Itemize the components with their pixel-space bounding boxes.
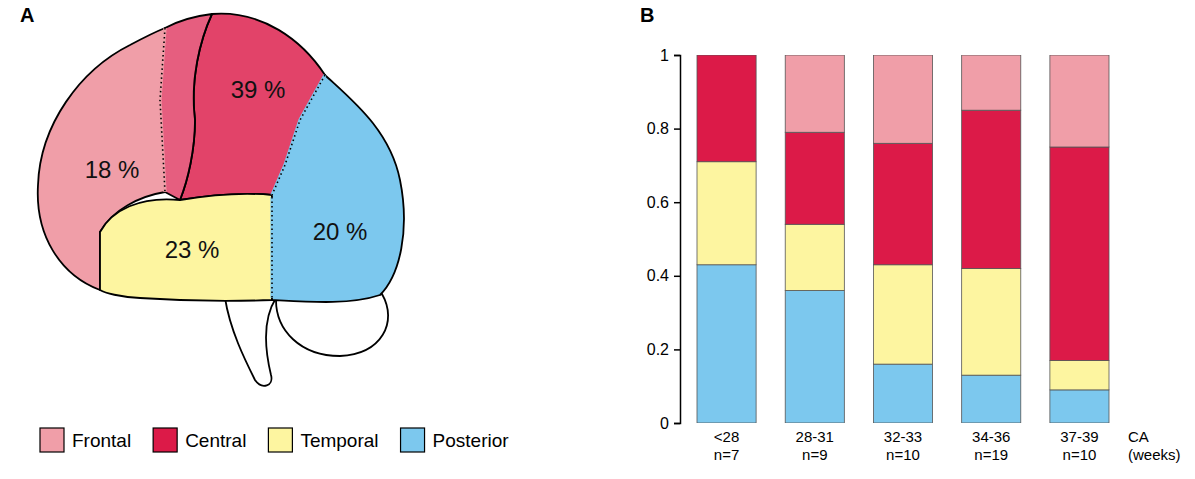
bars: [697, 55, 1109, 423]
bar-segment: [1050, 360, 1109, 389]
y-tick-label: 0.8: [647, 120, 669, 137]
legend: Frontal Central Temporal Posterior: [40, 428, 509, 452]
series-2: [697, 55, 1109, 360]
legend-label: Posterior: [433, 430, 510, 451]
x-tick: 32-33n=10: [884, 428, 922, 463]
legend-item: Temporal: [268, 428, 378, 452]
region-posterior: [272, 75, 404, 302]
x-tick-label: 34-36n=19: [972, 428, 1010, 463]
bar-segment: [962, 375, 1021, 423]
region-temporal: [100, 194, 272, 301]
y-tick-label: 0: [660, 415, 669, 432]
bar-segment: [785, 291, 844, 423]
boundary-dotted: [160, 28, 165, 192]
bar-segment: [697, 162, 756, 265]
y-tick-mark: [674, 55, 680, 57]
boundary-dotted: [271, 197, 273, 298]
bar-segment: [697, 55, 756, 56]
bar-segment: [873, 143, 932, 264]
bar-segment: [962, 110, 1021, 268]
bar-segment: [1050, 147, 1109, 360]
boundary-cover: [160, 28, 165, 192]
series-0: [697, 265, 1109, 423]
bar-segment: [1050, 390, 1109, 423]
panel-letter: B: [640, 4, 654, 26]
x-axis-title-line: CA: [1128, 428, 1149, 445]
x-tick-label: 28-31n=9: [796, 428, 834, 463]
bar-segment: [697, 265, 756, 423]
y-tick: 0.2: [647, 341, 680, 358]
series-3: [785, 55, 1109, 147]
y-tick-mark: [674, 349, 680, 351]
bar-segment: [785, 224, 844, 290]
boundary-cover: [270, 197, 273, 298]
legend-label: Temporal: [300, 430, 378, 451]
y-tick: 1: [660, 47, 680, 64]
x-axis: <28n=728-31n=932-33n=1034-36n=1937-39n=1…: [714, 428, 1099, 463]
x-sample-size: n=7: [714, 446, 739, 463]
x-sample-size: n=10: [1063, 446, 1097, 463]
y-tick-label: 0.6: [647, 194, 669, 211]
x-category: 34-36: [972, 428, 1010, 445]
region-label: 18 %: [85, 156, 140, 183]
y-tick: 0.4: [647, 267, 680, 284]
region-label: 39 %: [231, 76, 286, 103]
y-axis: 0 0.2 0.4 0.6 0.8 1: [647, 47, 681, 432]
bar-segment: [873, 55, 932, 143]
legend-swatch: [268, 428, 292, 452]
y-tick: 0.6: [647, 194, 680, 211]
bar-segment: [785, 55, 844, 132]
x-tick-label: 32-33n=10: [884, 428, 922, 463]
y-tick-mark: [674, 202, 680, 204]
y-tick: 0: [660, 415, 680, 432]
bar-segment: [962, 55, 1021, 110]
x-tick-label: <28n=7: [714, 428, 739, 463]
x-tick-label: 37-39n=10: [1060, 428, 1098, 463]
x-tick: 34-36n=19: [972, 428, 1010, 463]
bar-segment: [1050, 55, 1109, 147]
bar-segment: [873, 265, 932, 364]
x-category: 32-33: [884, 428, 922, 445]
x-category: 28-31: [796, 428, 834, 445]
x-tick: 37-39n=10: [1060, 428, 1098, 463]
x-category: <28: [714, 428, 739, 445]
x-axis-title: CA(weeks): [1128, 428, 1181, 463]
y-tick-label: 1: [660, 47, 669, 64]
y-tick: 0.8: [647, 120, 680, 137]
x-category: 37-39: [1060, 428, 1098, 445]
brainstem: [225, 298, 276, 386]
region-central-strip: [160, 14, 212, 200]
x-tick: 28-31n=9: [796, 428, 834, 463]
legend-label: Frontal: [72, 430, 131, 451]
legend-item: Posterior: [401, 428, 510, 452]
bar-segment: [785, 132, 844, 224]
x-axis-title-line: (weeks): [1128, 446, 1181, 463]
y-tick-label: 0.2: [647, 341, 669, 358]
y-axis-line: [674, 56, 681, 424]
legend-swatch: [401, 428, 425, 452]
x-sample-size: n=19: [974, 446, 1008, 463]
legend-item: Frontal: [40, 428, 131, 452]
y-tick-mark: [674, 128, 680, 130]
y-tick-mark: [674, 276, 680, 278]
x-tick: <28n=7: [714, 428, 739, 463]
region-label: 20 %: [313, 218, 368, 245]
figure: A 18 % 39 % 23 % 20 % B 0 0.2 0.4 0.6 0.8 1 <28n=7 28…: [0, 0, 1195, 479]
x-sample-size: n=9: [802, 446, 827, 463]
y-tick-label: 0.4: [647, 267, 669, 284]
bar-segment: [697, 55, 756, 162]
legend-label: Central: [185, 430, 246, 451]
legend-swatch: [153, 428, 177, 452]
bar-segment: [873, 364, 932, 423]
y-tick-mark: [674, 423, 680, 425]
cerebellum: [276, 294, 388, 356]
x-sample-size: n=10: [886, 446, 920, 463]
panel-letter: A: [20, 4, 34, 26]
brain-diagram: 18 % 39 % 23 % 20 %: [38, 14, 404, 386]
legend-item: Central: [153, 428, 246, 452]
bar-segment: [962, 268, 1021, 375]
region-label: 23 %: [165, 236, 220, 263]
legend-swatch: [40, 428, 64, 452]
